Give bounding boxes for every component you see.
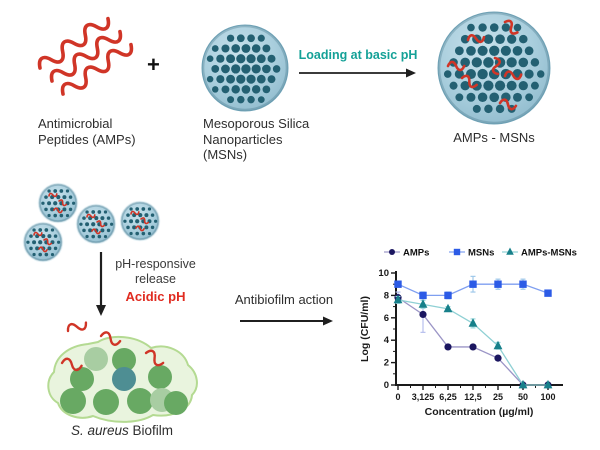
svg-text:4: 4 xyxy=(384,335,390,346)
svg-text:12,5: 12,5 xyxy=(464,392,482,402)
antibiofilm-label: Antibiofilm action xyxy=(234,292,334,307)
antibiofilm-arrow-icon xyxy=(240,316,333,326)
msns-label: Mesoporous Silica Nanoparticles (MSNs) xyxy=(203,116,310,163)
svg-text:3,125: 3,125 xyxy=(412,392,435,402)
svg-text:100: 100 xyxy=(540,392,555,402)
chart-series-AMPs xyxy=(394,291,552,389)
chart-legend-label: AMPs-MSNs xyxy=(521,248,577,259)
biofilm-label: S. aureus Biofilm xyxy=(56,423,188,439)
chart-series-MSNs xyxy=(394,275,552,300)
biofilm-label-rest: Biofilm xyxy=(128,423,174,438)
chart-xlabel: Concentration (µg/ml) xyxy=(425,406,534,418)
chart-legend-label: AMPs xyxy=(403,248,429,259)
loading-label: Loading at basic pH xyxy=(298,48,418,62)
biofilm-icon xyxy=(47,321,198,423)
acidic-ph-label: Acidic pH xyxy=(125,289,186,304)
svg-text:6,25: 6,25 xyxy=(439,392,457,402)
svg-text:0: 0 xyxy=(395,392,400,402)
msn-cluster-icon xyxy=(22,182,161,263)
chart-legend-label: MSNs xyxy=(468,248,494,259)
svg-text:0: 0 xyxy=(384,380,389,391)
chart-ylabel: Log (CFU/ml) xyxy=(359,296,371,362)
svg-text:25: 25 xyxy=(493,392,503,402)
amps-label: Antimicrobial Peptides (AMPs) xyxy=(38,116,136,147)
amps-msns-label: AMPs - MSNs xyxy=(453,130,535,145)
biofilm-species: S. aureus xyxy=(70,423,129,438)
amps-msn-sphere-icon xyxy=(437,11,551,125)
release-arrow-icon xyxy=(96,252,106,316)
chart-legend: AMPs MSNs AMPs-MSNs xyxy=(384,247,577,259)
msn-sphere-icon xyxy=(201,24,289,112)
svg-text:10: 10 xyxy=(378,268,389,279)
ph-release-label: pH-responsive release xyxy=(115,257,196,286)
svg-text:50: 50 xyxy=(518,392,528,402)
svg-text:6: 6 xyxy=(384,313,389,324)
svg-text:8: 8 xyxy=(384,290,389,301)
svg-text:2: 2 xyxy=(384,358,389,369)
chart-series-AMPs-MSNs xyxy=(393,294,553,389)
amps-squiggles-icon xyxy=(37,16,134,96)
loading-arrow-icon xyxy=(299,68,416,78)
plus-sign: + xyxy=(147,52,160,77)
